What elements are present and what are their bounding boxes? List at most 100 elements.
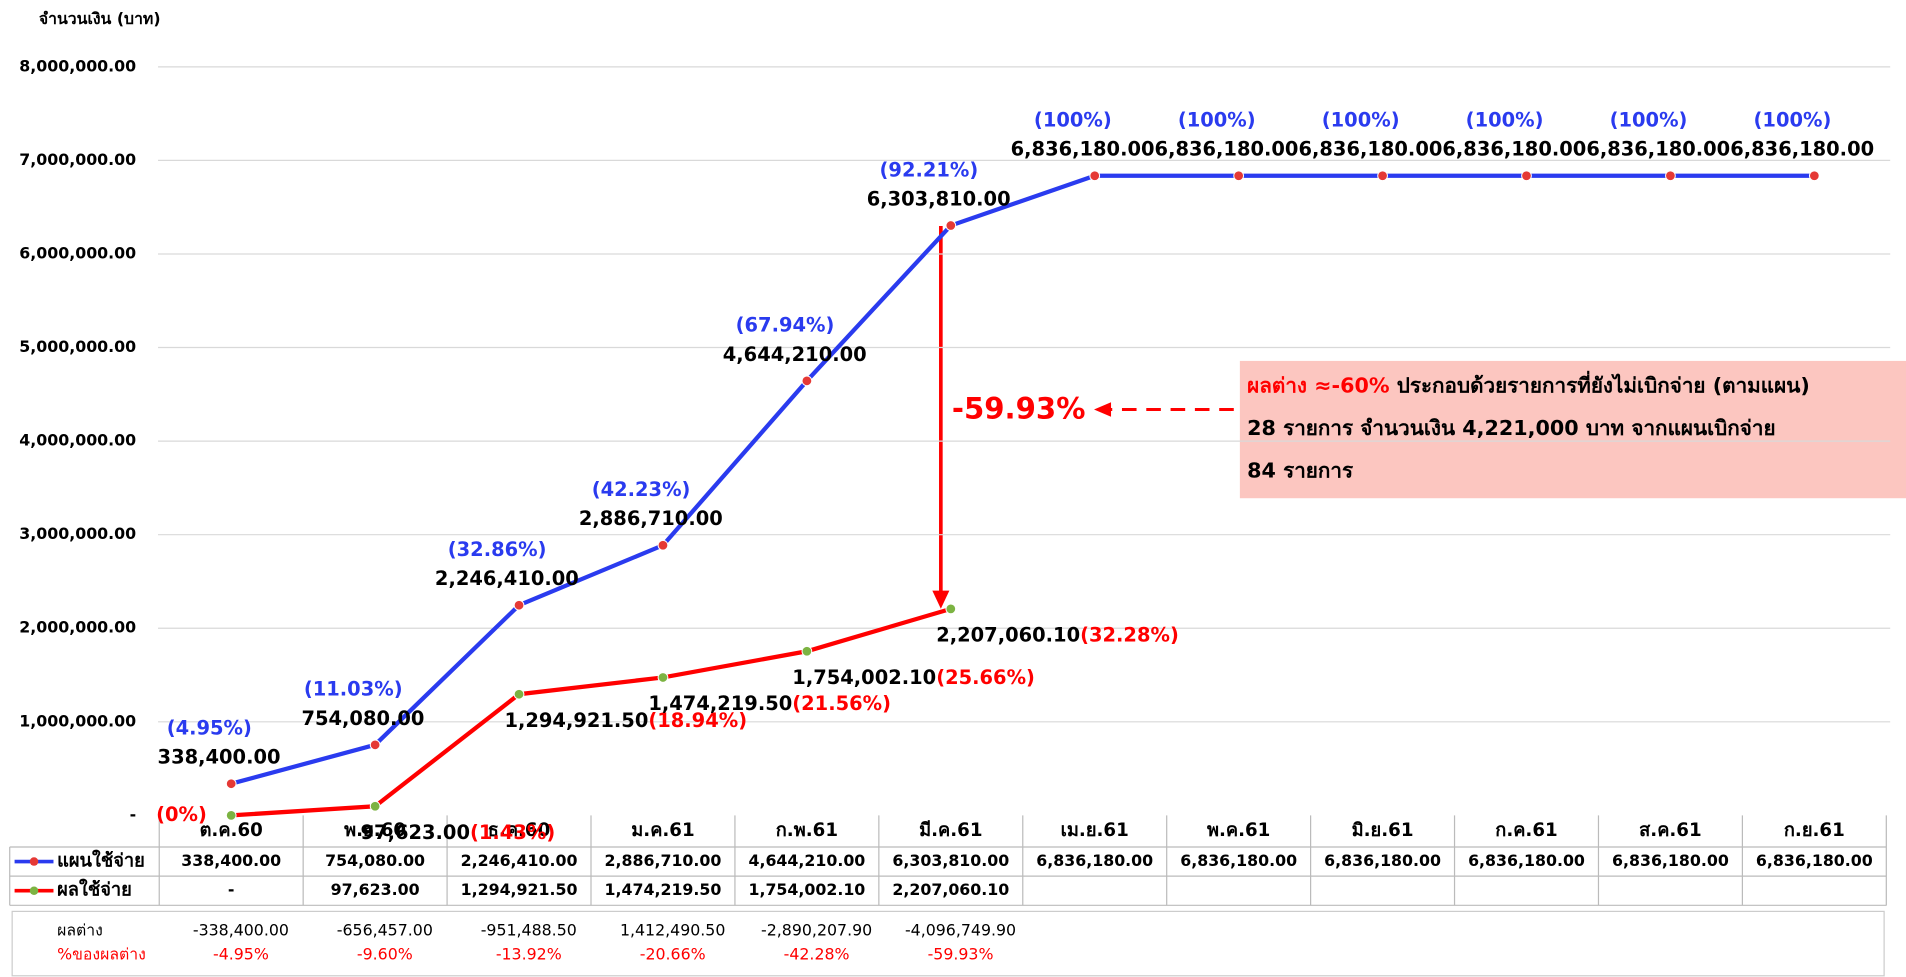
percent-label: (32.86%) bbox=[448, 538, 547, 561]
data-label: 1,754,002.10(25.66%) bbox=[792, 665, 1035, 688]
table-cell: -20.66% bbox=[640, 945, 706, 964]
value-label: 6,836,180.00 bbox=[1586, 138, 1730, 161]
x-tick-label: ส.ค.61 bbox=[1639, 820, 1702, 841]
percent-label: (0%) bbox=[156, 803, 207, 826]
point bbox=[369, 800, 381, 812]
percent-label: (11.03%) bbox=[304, 678, 403, 701]
series-line bbox=[231, 606, 952, 818]
percent-label: (4.95%) bbox=[167, 717, 252, 740]
percent-label: (42.23%) bbox=[592, 478, 691, 501]
point bbox=[225, 778, 237, 790]
point bbox=[801, 375, 813, 387]
table-cell: 6,836,180.00 bbox=[1036, 851, 1153, 870]
x-tick-label: ต.ค.60 bbox=[200, 820, 263, 841]
table-cell: -656,457.00 bbox=[337, 920, 433, 939]
percent-label: (100%) bbox=[1754, 109, 1832, 132]
value-label: 2,886,710.00 bbox=[579, 507, 723, 530]
table-cell: 6,836,180.00 bbox=[1180, 851, 1297, 870]
table-cell: 1,754,002.10 bbox=[748, 880, 865, 899]
y-tick-label: 6,000,000.00 bbox=[19, 243, 136, 262]
percent-label: (100%) bbox=[1178, 109, 1256, 132]
y-tick-label: 3,000,000.00 bbox=[19, 524, 136, 543]
table-cell: 2,207,060.10 bbox=[892, 880, 1009, 899]
point bbox=[1665, 170, 1676, 182]
value-label: 4,644,210.00 bbox=[723, 343, 867, 366]
y-axis-title: จำนวนเงิน (บาท) bbox=[39, 9, 161, 28]
x-tick-label: มี.ค.61 bbox=[919, 819, 982, 841]
note-highlight: ผลต่าง ≈-60% bbox=[1247, 373, 1390, 397]
y-tick-label: 7,000,000.00 bbox=[19, 150, 136, 169]
value-label: 754,080.00 bbox=[301, 707, 424, 730]
table-cell: -338,400.00 bbox=[193, 920, 289, 939]
table-cell: 1,474,219.50 bbox=[605, 880, 722, 899]
value-label: 2,207,060.10 bbox=[936, 623, 1080, 646]
value-label: 1,474,219.50 bbox=[648, 692, 792, 715]
value-label: 2,246,410.00 bbox=[435, 567, 579, 590]
value-label: 6,303,810.00 bbox=[867, 188, 1011, 211]
table-cell: 4,644,210.00 bbox=[748, 851, 865, 870]
point bbox=[1377, 170, 1388, 182]
table-cell: 6,836,180.00 bbox=[1324, 851, 1441, 870]
point bbox=[801, 645, 813, 657]
table-cell: 1,412,490.50 bbox=[620, 920, 725, 939]
legend-label: แผนใช้จ่าย bbox=[57, 850, 145, 872]
value-label: 6,836,180.00 bbox=[1155, 138, 1299, 161]
table-cell: -4.95% bbox=[213, 945, 269, 964]
note-line: 84 รายการ bbox=[1247, 458, 1354, 482]
point bbox=[225, 810, 237, 821]
note-line: 28 รายการ จำนวนเงิน 4,221,000 บาท จากแผน… bbox=[1247, 416, 1775, 440]
table-cell: 6,836,180.00 bbox=[1468, 851, 1585, 870]
percent-label: (100%) bbox=[1322, 109, 1400, 132]
percent-label: (18.94%) bbox=[648, 708, 747, 731]
x-tick-label: ก.ย.61 bbox=[1784, 820, 1845, 841]
value-label: 97,623.00 bbox=[361, 820, 470, 843]
table-cell: -59.93% bbox=[928, 945, 994, 964]
point bbox=[513, 599, 525, 611]
point bbox=[1521, 170, 1532, 182]
table-cell: -9.60% bbox=[357, 945, 413, 964]
percent-label: (92.21%) bbox=[880, 158, 979, 181]
value-label: 1,294,921.50 bbox=[504, 708, 648, 731]
x-tick-label: ก.พ.61 bbox=[776, 820, 838, 841]
table-cell: - bbox=[228, 880, 235, 899]
table-cell: -13.92% bbox=[496, 945, 562, 964]
table-cell: 6,836,180.00 bbox=[1756, 851, 1873, 870]
table-cell: 1,294,921.50 bbox=[461, 880, 578, 899]
percent-label: (67.94%) bbox=[736, 314, 835, 337]
legend-marker bbox=[29, 857, 39, 866]
y-tick-label: - bbox=[130, 805, 137, 824]
y-tick-label: 1,000,000.00 bbox=[19, 711, 136, 730]
table-row-name: ผลต่าง bbox=[57, 920, 103, 939]
table-cell: 2,246,410.00 bbox=[461, 851, 578, 870]
data-label: 2,207,060.10(32.28%) bbox=[936, 623, 1179, 646]
table-cell: 97,623.00 bbox=[331, 880, 420, 899]
series-line bbox=[230, 173, 1815, 786]
percent-label: (100%) bbox=[1034, 109, 1112, 132]
percent-label: (21.56%) bbox=[792, 692, 891, 715]
gap-arrow-head bbox=[932, 590, 950, 609]
table-cell: 2,886,710.00 bbox=[605, 851, 722, 870]
table-cell: -42.28% bbox=[784, 945, 850, 964]
point bbox=[657, 539, 669, 551]
percent-label: (32.28%) bbox=[1080, 623, 1179, 646]
percent-label: (100%) bbox=[1466, 109, 1544, 132]
point bbox=[513, 688, 525, 700]
value-label: 6,836,180.00 bbox=[1442, 138, 1586, 161]
percent-label: (100%) bbox=[1610, 109, 1688, 132]
percent-label: (25.66%) bbox=[936, 665, 1035, 688]
data-label: 1,474,219.50(21.56%) bbox=[648, 692, 891, 715]
note-line: ผลต่าง ≈-60% ประกอบด้วยรายการที่ยังไม่เบ… bbox=[1247, 370, 1810, 397]
point bbox=[1808, 170, 1820, 182]
data-label: 97,623.00(1.43%) bbox=[361, 820, 556, 843]
diff-box bbox=[11, 910, 1885, 977]
table-cell: -951,488.50 bbox=[481, 920, 577, 939]
x-tick-label: พ.ค.61 bbox=[1207, 820, 1270, 841]
y-tick-label: 2,000,000.00 bbox=[19, 618, 136, 637]
x-tick-label: เม.ย.61 bbox=[1061, 820, 1129, 841]
x-tick-label: ก.ค.61 bbox=[1495, 820, 1557, 841]
x-tick-label: ธ.ค.60 bbox=[488, 820, 551, 841]
y-tick-label: 5,000,000.00 bbox=[19, 337, 136, 356]
value-label: 6,836,180.00 bbox=[1298, 138, 1442, 161]
difference-label: -59.93% bbox=[952, 392, 1086, 426]
